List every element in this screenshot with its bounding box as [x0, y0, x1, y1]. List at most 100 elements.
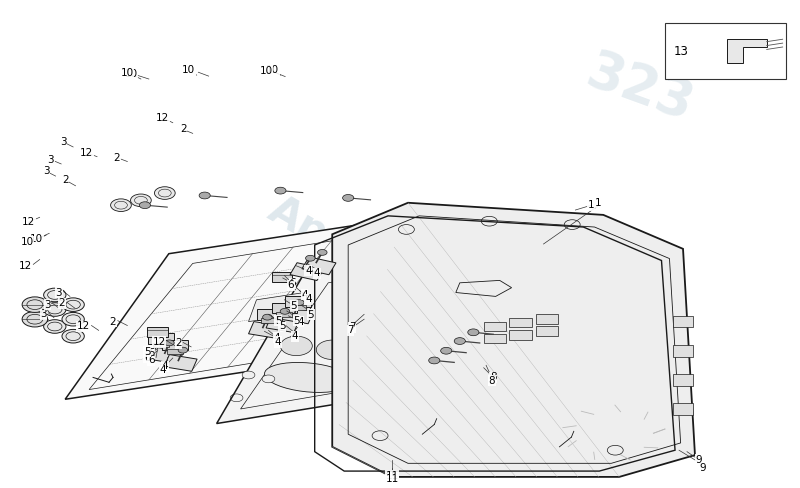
Circle shape [22, 311, 48, 327]
Bar [285, 296, 310, 306]
Polygon shape [217, 234, 543, 424]
Circle shape [44, 320, 66, 333]
Bar [450, 297, 470, 304]
Circle shape [62, 329, 84, 343]
Text: 11: 11 [386, 474, 398, 484]
Circle shape [294, 300, 304, 305]
Text: 2: 2 [175, 339, 182, 348]
Bar [281, 307, 314, 324]
Bar [272, 272, 292, 282]
Text: 323: 323 [578, 45, 700, 132]
Circle shape [262, 314, 272, 320]
Bar [290, 305, 306, 310]
Text: 9: 9 [696, 455, 702, 465]
Text: 5: 5 [278, 322, 286, 331]
Bar [302, 257, 336, 275]
Text: 12: 12 [153, 337, 166, 347]
Circle shape [352, 345, 384, 365]
Bar [674, 345, 694, 357]
Bar [272, 303, 297, 313]
Circle shape [429, 357, 440, 364]
Text: 4: 4 [291, 331, 298, 341]
Bar [450, 308, 470, 315]
Bar [277, 312, 292, 317]
Text: 3: 3 [44, 300, 51, 310]
Text: 10: 10 [20, 237, 34, 246]
Polygon shape [344, 307, 400, 336]
Text: 12: 12 [22, 217, 35, 227]
Text: 2: 2 [110, 317, 116, 326]
Bar [148, 333, 174, 344]
Bar [510, 330, 531, 340]
Bar [484, 322, 506, 331]
Text: 6: 6 [148, 355, 154, 366]
Text: 4: 4 [273, 333, 280, 343]
Text: 10: 10 [30, 234, 43, 244]
Polygon shape [249, 292, 304, 322]
Circle shape [468, 329, 479, 336]
Bar [249, 322, 282, 338]
Circle shape [316, 340, 348, 360]
Text: 7: 7 [349, 323, 355, 332]
Bar [450, 305, 470, 311]
Text: 3: 3 [55, 287, 62, 298]
Circle shape [165, 340, 174, 346]
Text: 9: 9 [700, 463, 706, 473]
Circle shape [154, 187, 175, 200]
Text: 5: 5 [290, 301, 298, 311]
Text: 3: 3 [47, 155, 54, 164]
Bar [164, 355, 197, 371]
Bar [153, 343, 169, 347]
Text: 5: 5 [274, 316, 282, 325]
Text: 2: 2 [58, 298, 66, 308]
Polygon shape [265, 363, 352, 392]
Bar [162, 340, 188, 350]
Bar [535, 326, 558, 336]
Circle shape [281, 336, 312, 356]
Text: 5: 5 [144, 346, 150, 357]
Text: 8: 8 [490, 372, 497, 383]
Polygon shape [332, 203, 695, 477]
Text: 5: 5 [148, 348, 154, 358]
Text: 3: 3 [40, 309, 47, 319]
Bar [290, 263, 324, 281]
Text: 5: 5 [307, 310, 314, 320]
Text: 4: 4 [305, 265, 312, 276]
Bar [262, 318, 278, 323]
Bar [674, 374, 694, 386]
Text: 11: 11 [386, 471, 398, 481]
Circle shape [62, 312, 84, 326]
Text: 6: 6 [289, 278, 296, 288]
Text: 1: 1 [588, 200, 594, 210]
Text: EspezialEdpro: EspezialEdpro [322, 225, 526, 360]
Bar [484, 334, 506, 344]
Bar [535, 314, 558, 324]
Text: 10: 10 [121, 68, 134, 78]
Text: 4: 4 [297, 317, 304, 326]
Circle shape [441, 347, 452, 354]
Polygon shape [65, 210, 456, 399]
Text: 10: 10 [259, 66, 273, 76]
Text: 10: 10 [125, 69, 138, 79]
Circle shape [242, 371, 255, 379]
Bar [665, 23, 786, 79]
Circle shape [262, 375, 275, 383]
Bar [257, 309, 282, 320]
Text: 6: 6 [287, 280, 294, 290]
Circle shape [454, 338, 466, 345]
Text: 10: 10 [266, 65, 279, 75]
Text: 1: 1 [594, 198, 601, 208]
Polygon shape [727, 39, 766, 63]
Text: 12: 12 [156, 113, 169, 123]
Polygon shape [364, 259, 639, 448]
Bar [450, 301, 470, 307]
Circle shape [280, 308, 290, 314]
Text: 12: 12 [18, 261, 32, 271]
Text: 4: 4 [305, 294, 312, 305]
Bar [167, 349, 183, 354]
Circle shape [22, 297, 48, 312]
Circle shape [110, 199, 131, 211]
Circle shape [62, 298, 84, 311]
Text: 4: 4 [314, 268, 321, 278]
Circle shape [44, 288, 66, 302]
